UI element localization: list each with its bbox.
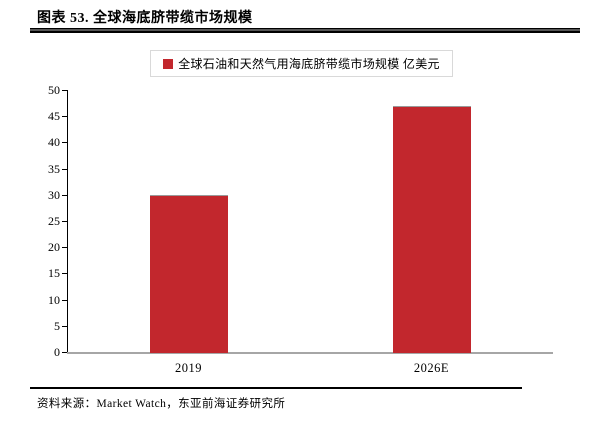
legend-box: 全球石油和天然气用海底脐带缆市场规模 亿美元 <box>150 50 453 77</box>
y-axis-tick-label: 40 <box>48 135 60 150</box>
x-axis-category-label: 2019 <box>175 361 202 375</box>
y-axis-line <box>67 90 68 352</box>
y-axis-tick <box>62 221 67 222</box>
y-axis-tick <box>62 273 67 275</box>
y-axis-tick-label: 50 <box>48 83 60 97</box>
y-axis-tick <box>62 142 67 144</box>
y-axis-tick <box>62 325 67 327</box>
y-axis-tick-label: 10 <box>48 292 60 307</box>
source-note: 资料来源：Market Watch，东亚前海证券研究所 <box>37 398 286 410</box>
y-axis-tick <box>62 247 67 249</box>
y-axis-tick-label: 30 <box>48 187 60 202</box>
legend: 全球石油和天然气用海底脐带缆市场规模 亿美元 <box>0 50 603 77</box>
y-axis-tick <box>62 299 67 301</box>
footer-divider <box>30 387 522 389</box>
y-axis-tick <box>62 116 67 118</box>
title-divider <box>30 28 580 33</box>
y-axis-tick <box>62 194 67 196</box>
x-axis-category-label: 2026E <box>413 361 450 375</box>
y-axis-tick-label: 5 <box>54 318 60 333</box>
legend-swatch-icon <box>163 58 174 69</box>
x-axis-line <box>67 352 553 354</box>
y-axis-tick <box>62 90 67 91</box>
y-axis-tick <box>62 168 67 170</box>
y-axis-tick-label: 15 <box>48 266 60 281</box>
legend-label: 全球石油和天然气用海底脐带缆市场规模 亿美元 <box>178 57 440 71</box>
figure-title: 图表 53. 全球海底脐带缆市场规模 <box>37 11 253 26</box>
bar-2026E <box>392 105 471 353</box>
bar-2019 <box>149 194 228 353</box>
y-axis-tick-label: 25 <box>48 214 60 228</box>
y-axis-tick-label: 20 <box>48 240 60 255</box>
y-axis-tick <box>62 352 67 353</box>
y-axis-tick-label: 35 <box>48 161 60 176</box>
y-axis-tick-label: 0 <box>54 345 60 359</box>
y-axis-tick-label: 45 <box>48 109 60 124</box>
